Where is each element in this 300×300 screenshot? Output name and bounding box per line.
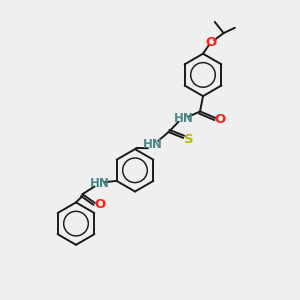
Text: O: O <box>206 36 217 49</box>
Text: HN: HN <box>90 177 110 190</box>
Text: O: O <box>214 112 226 126</box>
Text: HN: HN <box>174 112 194 125</box>
Text: S: S <box>184 133 194 146</box>
Text: O: O <box>94 198 105 211</box>
Text: HN: HN <box>143 138 163 151</box>
